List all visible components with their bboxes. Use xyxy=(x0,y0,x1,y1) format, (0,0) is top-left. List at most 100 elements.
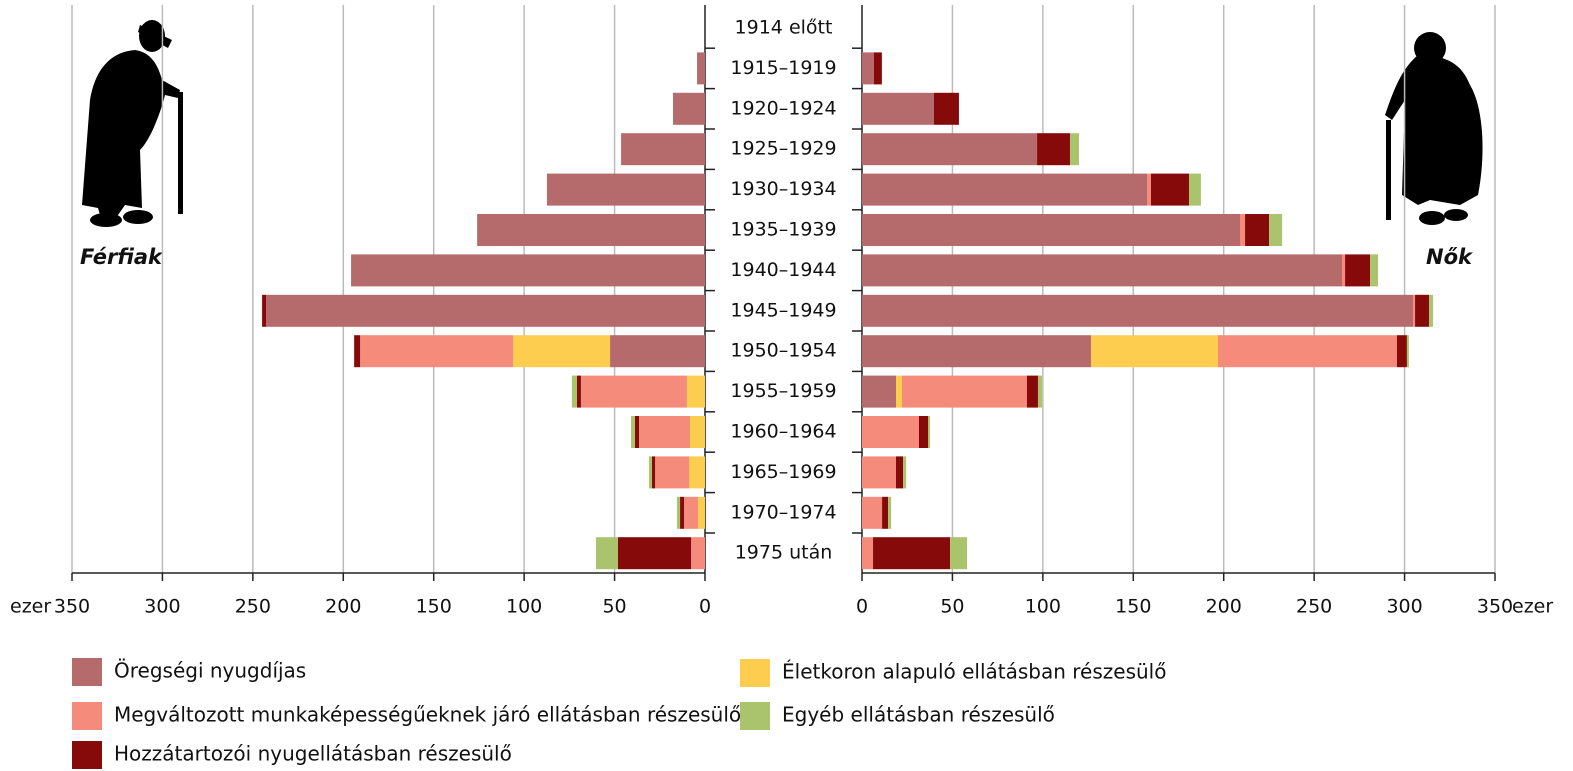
bar xyxy=(595,537,619,570)
x-tick-label: 250 xyxy=(235,596,271,618)
panel-label: Férfiak xyxy=(80,245,164,269)
female-silhouette xyxy=(1385,32,1483,225)
legend-label: Megváltozott munkaképességűeknek járó el… xyxy=(114,703,741,727)
bar xyxy=(928,416,931,448)
bar xyxy=(901,375,1027,408)
bar xyxy=(697,52,705,85)
bar xyxy=(672,92,705,125)
legend-swatch xyxy=(72,702,102,730)
bar xyxy=(933,92,959,125)
legend-label: Életkoron alapuló ellátásban részesülő xyxy=(782,660,1166,684)
category-label: 1925–1929 xyxy=(730,138,836,160)
legend-swatch xyxy=(740,702,770,730)
bar xyxy=(351,254,705,287)
x-tick-label: 350 xyxy=(1477,596,1513,618)
bar xyxy=(354,335,361,368)
x-tick-label: 200 xyxy=(1206,596,1242,618)
category-label: 1960–1964 xyxy=(730,421,836,443)
x-tick-label: 200 xyxy=(325,596,361,618)
bar xyxy=(862,92,934,125)
bar xyxy=(546,173,705,206)
category-label: 1945–1949 xyxy=(730,299,836,321)
legend-label: Hozzátartozói nyugellátásban részesülő xyxy=(114,742,512,766)
bar xyxy=(1037,133,1070,166)
category-label: 1955–1959 xyxy=(730,380,836,402)
bar xyxy=(655,456,690,489)
bar xyxy=(862,52,874,85)
bar xyxy=(1245,214,1270,246)
bar xyxy=(862,537,874,570)
x-axis-label: ezer xyxy=(1512,596,1553,618)
bar xyxy=(862,496,883,529)
bar xyxy=(862,294,1414,327)
bar xyxy=(950,537,968,570)
x-tick-label: 300 xyxy=(144,596,180,618)
bar xyxy=(862,214,1240,246)
bar xyxy=(610,335,705,368)
legend-swatch xyxy=(740,659,770,687)
bar xyxy=(621,133,705,166)
bar xyxy=(689,456,705,489)
male-silhouette xyxy=(82,20,183,227)
x-tick-label: 300 xyxy=(1386,596,1422,618)
bar xyxy=(652,456,656,489)
bar xyxy=(873,52,882,85)
x-tick-label: 350 xyxy=(54,596,90,618)
bar xyxy=(1147,173,1152,206)
bar xyxy=(571,375,577,408)
bar xyxy=(580,375,687,408)
bar xyxy=(262,294,267,327)
bar xyxy=(686,375,705,408)
bar xyxy=(1341,254,1346,287)
bar xyxy=(862,254,1342,287)
x-tick-label: 150 xyxy=(1115,596,1151,618)
x-tick-label: 0 xyxy=(856,596,868,618)
bar xyxy=(360,335,514,368)
bar xyxy=(918,416,929,448)
legend-label: Öregségi nyugdíjas xyxy=(114,659,306,683)
bar xyxy=(862,375,897,408)
bar xyxy=(862,335,1091,368)
bar xyxy=(1090,335,1218,368)
category-label: 1935–1939 xyxy=(730,219,836,241)
category-label: 1970–1974 xyxy=(730,501,836,523)
bar xyxy=(631,416,636,448)
category-label: 1950–1954 xyxy=(730,340,836,362)
bar xyxy=(1345,254,1371,287)
category-label: 1915–1919 xyxy=(730,57,836,79)
bar xyxy=(1269,214,1283,246)
category-label: 1965–1969 xyxy=(730,461,836,483)
bar xyxy=(635,416,639,448)
bar xyxy=(862,133,1038,166)
bar xyxy=(1370,254,1378,287)
x-tick-label: 0 xyxy=(699,596,711,618)
bar xyxy=(1406,335,1409,368)
bar xyxy=(513,335,611,368)
bar xyxy=(684,496,698,529)
bar xyxy=(1396,335,1407,368)
category-label: 1940–1944 xyxy=(730,259,836,281)
bar xyxy=(862,416,919,448)
bar xyxy=(1413,294,1416,327)
bar xyxy=(1415,294,1429,327)
x-tick-label: 100 xyxy=(1025,596,1061,618)
x-tick-label: 100 xyxy=(506,596,542,618)
bar xyxy=(1026,375,1038,408)
bar xyxy=(1188,173,1201,206)
bar xyxy=(689,416,705,448)
bar xyxy=(638,416,690,448)
bar xyxy=(888,496,892,529)
bar xyxy=(576,375,581,408)
category-label: 1920–1924 xyxy=(730,97,836,119)
x-tick-label: 50 xyxy=(940,596,964,618)
legend-swatch xyxy=(72,741,102,769)
bar xyxy=(896,456,904,489)
bar xyxy=(1151,173,1189,206)
bar xyxy=(477,214,705,246)
legend-label: Egyéb ellátásban részesülő xyxy=(782,703,1055,727)
bar xyxy=(1428,294,1433,327)
bar xyxy=(862,456,897,489)
x-tick-label: 250 xyxy=(1296,596,1332,618)
panel-label: Nők xyxy=(1426,245,1474,269)
bar xyxy=(896,375,902,408)
